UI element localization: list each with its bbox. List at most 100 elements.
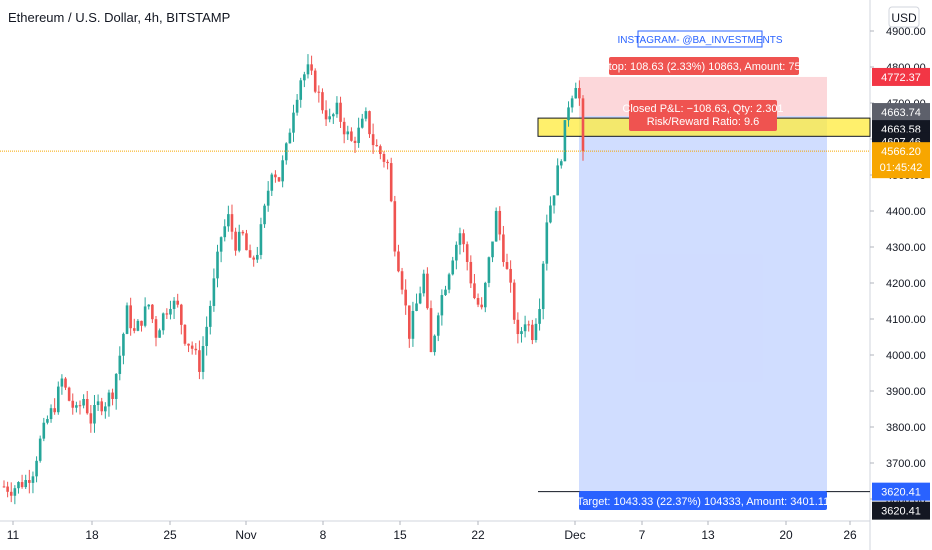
candle-body xyxy=(313,70,317,92)
candle-body xyxy=(198,350,201,372)
candle-body xyxy=(216,251,219,279)
watermark-box xyxy=(637,30,763,48)
closed-pnl-text: Closed P&L: −108.63, Qty: 2.301 xyxy=(622,103,783,115)
candle-body xyxy=(295,99,299,113)
candle-body xyxy=(28,480,31,483)
target-price-label-b-tag xyxy=(872,501,930,520)
candle-body xyxy=(346,131,350,135)
candle-body xyxy=(190,345,194,349)
y-tick-label: 3900.00 xyxy=(886,386,926,398)
candle-body xyxy=(277,177,281,182)
candle-body xyxy=(205,326,208,347)
candle-body xyxy=(447,274,451,290)
candle-body xyxy=(332,114,335,117)
candle-body xyxy=(415,303,418,311)
target-annotation: Target: 1043.33 (22.37%) 104333, Amount:… xyxy=(577,496,829,508)
candle-body xyxy=(24,480,28,488)
candle-body xyxy=(263,205,266,225)
candle-body xyxy=(473,283,476,299)
candle-body xyxy=(559,161,563,166)
stop-price-label-tag xyxy=(872,67,930,86)
candle-body xyxy=(165,313,169,315)
candle-body xyxy=(17,482,20,489)
candle-body xyxy=(9,491,13,496)
candle-body xyxy=(357,127,360,144)
candle-body xyxy=(531,324,534,341)
candle-body xyxy=(483,282,487,308)
candle-body xyxy=(53,408,56,413)
candle-body xyxy=(465,244,469,262)
candle-body xyxy=(71,400,75,408)
candle-body xyxy=(252,257,255,260)
chart-title: Ethereum / U.S. Dollar, 4h, BITSTAMP xyxy=(8,10,230,25)
candle-body xyxy=(104,406,107,412)
position-zones xyxy=(537,76,871,492)
candle-body xyxy=(100,401,104,412)
candle-body xyxy=(35,460,38,477)
candle-body xyxy=(274,174,277,178)
target-price-label-a-tag xyxy=(872,482,930,501)
x-tick-label: 13 xyxy=(701,528,715,542)
candle-body xyxy=(93,405,96,424)
candle-body xyxy=(172,300,176,309)
candle-body xyxy=(440,295,444,316)
candle-body xyxy=(237,231,241,251)
candle-body xyxy=(350,131,353,141)
candle-body xyxy=(176,300,179,305)
candle-body xyxy=(494,210,498,242)
currency-label: USD xyxy=(891,11,917,25)
candle-body xyxy=(364,111,368,119)
candle-body xyxy=(549,205,552,223)
target-price-label-a: 3620.41 xyxy=(881,487,921,499)
candle-body xyxy=(154,319,158,338)
candle-body xyxy=(194,348,198,351)
candle-body xyxy=(393,201,397,252)
y-tick-label: 4400.00 xyxy=(886,206,926,218)
candle-body xyxy=(360,118,364,128)
candle-body xyxy=(429,308,433,353)
candle-body xyxy=(147,304,151,307)
candle-body xyxy=(306,64,310,75)
candle-body xyxy=(122,333,125,356)
y-axis-ticks: 4900.004800.004700.004600.004500.004400.… xyxy=(870,26,926,506)
candle-body xyxy=(46,419,49,423)
candle-body xyxy=(498,210,502,235)
x-tick-label: 8 xyxy=(320,528,327,542)
candle-body xyxy=(335,102,339,115)
candle-body xyxy=(400,271,404,290)
candle-body xyxy=(42,422,46,439)
candle-body xyxy=(129,305,132,329)
candle-body xyxy=(230,214,234,232)
candle-body xyxy=(436,315,440,336)
candle-body xyxy=(201,346,205,372)
candle-body xyxy=(270,174,274,191)
candle-body xyxy=(418,293,422,304)
y-tick-label: 3800.00 xyxy=(886,422,926,434)
candle-body xyxy=(248,250,252,258)
candle-body xyxy=(85,398,89,414)
candle-body xyxy=(476,298,480,305)
currency-button[interactable] xyxy=(888,6,920,28)
candle-body xyxy=(281,160,284,182)
candle-body xyxy=(187,343,190,346)
candle-body xyxy=(556,165,559,196)
candle-body xyxy=(6,486,9,492)
candle-body xyxy=(183,324,187,344)
x-tick-label: 22 xyxy=(471,528,485,542)
candle-body xyxy=(339,102,342,122)
candle-body xyxy=(523,324,527,332)
x-tick-label: 20 xyxy=(779,528,793,542)
entry-price-label: 4663.74 xyxy=(881,107,921,119)
candle-body xyxy=(574,87,578,99)
candle-body xyxy=(328,116,331,120)
entry-price-label-tag xyxy=(872,103,930,122)
watermark-text: INSTAGRAM- @BA_INVESTMENTS xyxy=(618,35,783,46)
y-tick-label: 4100.00 xyxy=(886,314,926,326)
candle-body xyxy=(60,378,64,387)
candle-body xyxy=(303,74,306,81)
candle-body xyxy=(509,268,512,283)
price-labels: 4772.374663.744663.584607.464566.2001:45… xyxy=(872,67,930,520)
x-tick-label: 7 xyxy=(639,528,646,542)
